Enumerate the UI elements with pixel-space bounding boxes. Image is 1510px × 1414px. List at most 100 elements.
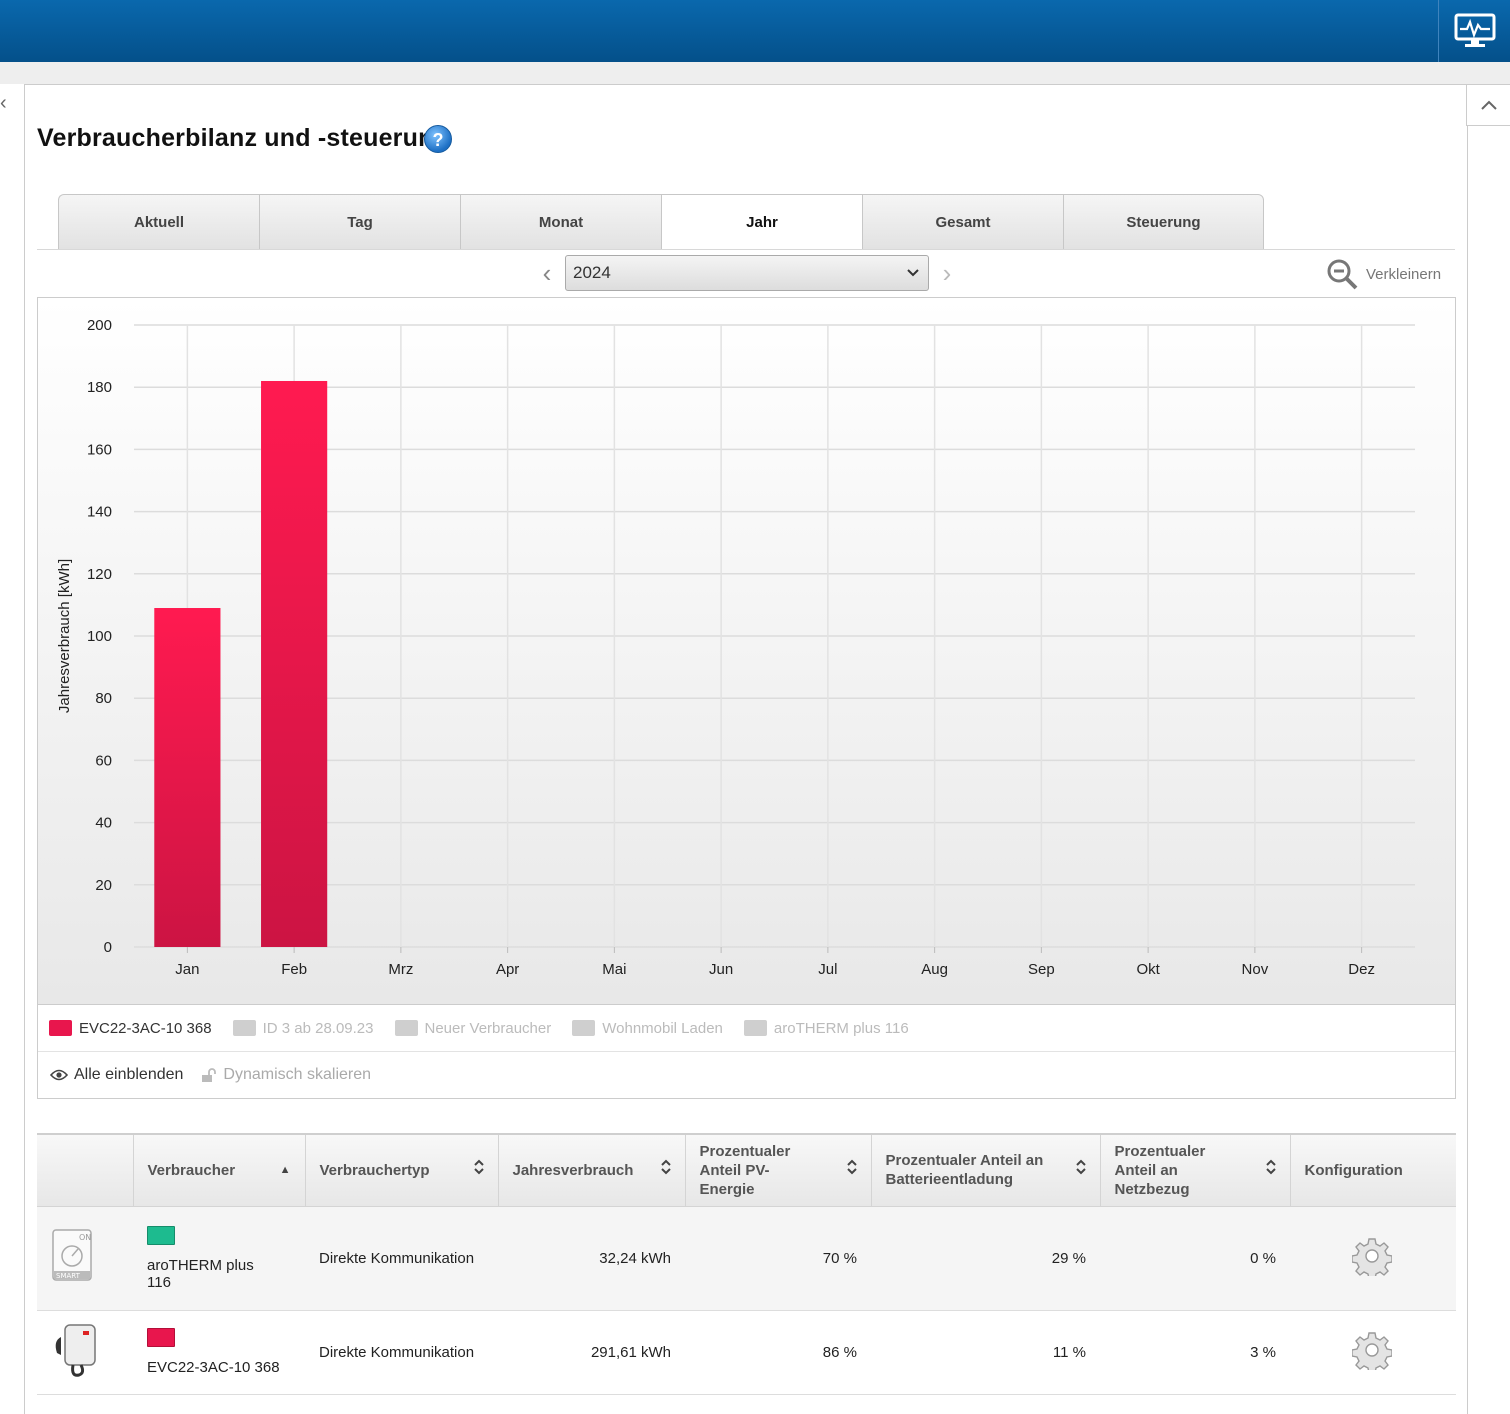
- svg-text:SMART: SMART: [56, 1272, 81, 1280]
- previous-year-icon[interactable]: ‹: [542, 258, 552, 288]
- header-label: Prozentualer Anteil PV-Energie: [699, 1142, 791, 1198]
- header-label: Verbrauchertyp: [319, 1161, 430, 1179]
- monitor-button[interactable]: [1438, 0, 1510, 62]
- header-verbrauchertyp[interactable]: Verbrauchertyp: [305, 1133, 499, 1207]
- x-tick-label: Mrz: [388, 961, 413, 978]
- dynamic-scale-label: Dynamisch skalieren: [223, 1066, 372, 1083]
- bar: [261, 380, 328, 948]
- content-frame: [24, 84, 1468, 1414]
- x-tick-label: Apr: [496, 961, 519, 978]
- sort-icon: [660, 1159, 671, 1182]
- table-header-row: Verbraucher ▲ Verbrauchertyp Jahresverbra…: [37, 1133, 1456, 1207]
- legend-label: aroTHERM plus 116: [773, 1019, 909, 1037]
- monitor-icon: [1454, 13, 1495, 47]
- x-tick-label: Okt: [1136, 961, 1160, 978]
- x-tick-label: Jan: [175, 961, 199, 978]
- header-netzbezug[interactable]: Prozentualer Anteil an Netzbezug: [1100, 1133, 1291, 1207]
- gear-icon[interactable]: [1351, 1236, 1393, 1280]
- legend-item[interactable]: Neuer Verbraucher: [394, 1019, 552, 1037]
- battery-share: 29 %: [871, 1206, 1100, 1311]
- zoom-out-icon: [1327, 259, 1358, 290]
- chevron-down-icon: [906, 256, 920, 302]
- legend-item[interactable]: Wohnmobil Laden: [572, 1020, 723, 1037]
- header-label: Verbraucher: [147, 1161, 236, 1179]
- tab-aktuell[interactable]: Aktuell: [58, 194, 259, 250]
- chevron-up-icon: [1480, 100, 1497, 110]
- pv-share: 86 %: [685, 1310, 871, 1395]
- next-year-icon[interactable]: ›: [942, 258, 952, 288]
- svg-text:ON: ON: [79, 1233, 91, 1242]
- legend-label: ID 3 ab 28.09.23: [262, 1019, 374, 1037]
- zoom-out-button[interactable]: Verkleinern: [1326, 258, 1441, 290]
- collapse-left-icon[interactable]: ‹: [0, 92, 7, 114]
- header-label: Prozentualer Anteil an Netzbezug: [1114, 1142, 1206, 1198]
- year-select[interactable]: 2024: [565, 255, 929, 291]
- legend-item[interactable]: ID 3 ab 28.09.23: [232, 1019, 374, 1037]
- gear-icon[interactable]: [1351, 1330, 1393, 1374]
- show-all-button[interactable]: Alle einblenden: [50, 1066, 183, 1084]
- tab-underline: [37, 249, 1455, 250]
- header-label: Jahresverbrauch: [512, 1161, 634, 1179]
- scroll-up-button[interactable]: [1466, 84, 1510, 126]
- sort-icon: [1265, 1159, 1276, 1182]
- y-tick-label: 100: [87, 628, 112, 645]
- x-tick-label: Aug: [921, 961, 948, 978]
- chart-container: 0 20 40 60 80 100 120 140 160 180 200 Jan Feb Mrz Apr M…: [37, 297, 1456, 1099]
- x-tick-label: Jul: [818, 961, 837, 978]
- x-tick-label: Jun: [709, 961, 733, 978]
- tab-gesamt[interactable]: Gesamt: [862, 194, 1063, 250]
- pv-share: 70 %: [685, 1206, 871, 1311]
- show-all-label: Alle einblenden: [74, 1066, 184, 1083]
- legend-swatch: [394, 1020, 418, 1036]
- legend-swatch: [572, 1020, 596, 1036]
- tab-monat[interactable]: Monat: [460, 194, 661, 250]
- dynamic-scale-toggle[interactable]: Dynamisch skalieren: [201, 1066, 371, 1084]
- y-tick-label: 0: [104, 939, 112, 956]
- battery-share: 11 %: [871, 1310, 1100, 1395]
- tab-jahr[interactable]: Jahr: [661, 194, 862, 250]
- sort-asc-icon: ▲: [279, 1163, 291, 1176]
- sort-icon: [473, 1159, 484, 1182]
- consumer-name-cell: EVC22-3AC-10 368: [133, 1310, 305, 1395]
- header-pv[interactable]: Prozentualer Anteil PV-Energie: [685, 1133, 872, 1207]
- chart-area: 0 20 40 60 80 100 120 140 160 180 200 Jan Feb Mrz Apr M…: [38, 298, 1455, 1004]
- unlock-icon: [202, 1068, 217, 1082]
- legend-swatch: [49, 1020, 72, 1036]
- x-tick-label: Dez: [1348, 961, 1375, 978]
- header-label: Prozentualer Anteil an Batterieentladung: [885, 1152, 1044, 1189]
- y-tick-label: 160: [87, 441, 112, 458]
- y-tick-label: 140: [87, 504, 112, 521]
- config-cell: [1290, 1206, 1456, 1311]
- top-bar: [0, 0, 1510, 62]
- legend-item[interactable]: aroTHERM plus 116: [743, 1019, 909, 1037]
- grid-share: 3 %: [1100, 1310, 1290, 1395]
- legend-label: Wohnmobil Laden: [602, 1019, 723, 1037]
- consumer-name: aroTHERM plus 116: [147, 1256, 254, 1291]
- consumer-name-cell: aroTHERM plus 116: [133, 1206, 305, 1311]
- legend-item[interactable]: EVC22-3AC-10 368: [49, 1020, 212, 1037]
- header-jahresverbrauch[interactable]: Jahresverbrauch: [498, 1133, 686, 1207]
- tab-tag[interactable]: Tag: [259, 194, 460, 250]
- x-tick-label: Sep: [1028, 961, 1055, 978]
- header-verbraucher[interactable]: Verbraucher ▲: [133, 1133, 306, 1207]
- consumer-color-swatch: [147, 1225, 175, 1245]
- eye-icon: [50, 1069, 68, 1081]
- header-batterie[interactable]: Prozentualer Anteil an Batterieentladung: [871, 1133, 1101, 1207]
- y-axis-label: Jahresverbrauch [kWh]: [56, 559, 73, 713]
- legend-label: Neuer Verbraucher: [424, 1019, 552, 1037]
- bar-chart: 0 20 40 60 80 100 120 140 160 180 200 Jan Feb Mrz Apr M…: [56, 317, 1415, 978]
- smart-plug-icon: ON SMART: [52, 1229, 92, 1281]
- y-tick-label: 80: [95, 690, 112, 707]
- consumer-color-swatch: [147, 1328, 175, 1347]
- y-tick-label: 200: [87, 317, 112, 334]
- chart-controls: Alle einblenden Dynamisch skalieren: [38, 1052, 1455, 1098]
- bar: [154, 608, 221, 947]
- y-tick-label: 120: [87, 566, 112, 583]
- legend-label: EVC22-3AC-10 368: [79, 1019, 212, 1037]
- tab-steuerung[interactable]: Steuerung: [1063, 194, 1264, 250]
- ev-charger-icon: [55, 1324, 96, 1377]
- help-icon[interactable]: ?: [424, 125, 452, 153]
- header-konfiguration: Konfiguration: [1290, 1133, 1456, 1207]
- device-icon-cell: ON SMART: [37, 1206, 133, 1311]
- config-cell: [1290, 1310, 1456, 1395]
